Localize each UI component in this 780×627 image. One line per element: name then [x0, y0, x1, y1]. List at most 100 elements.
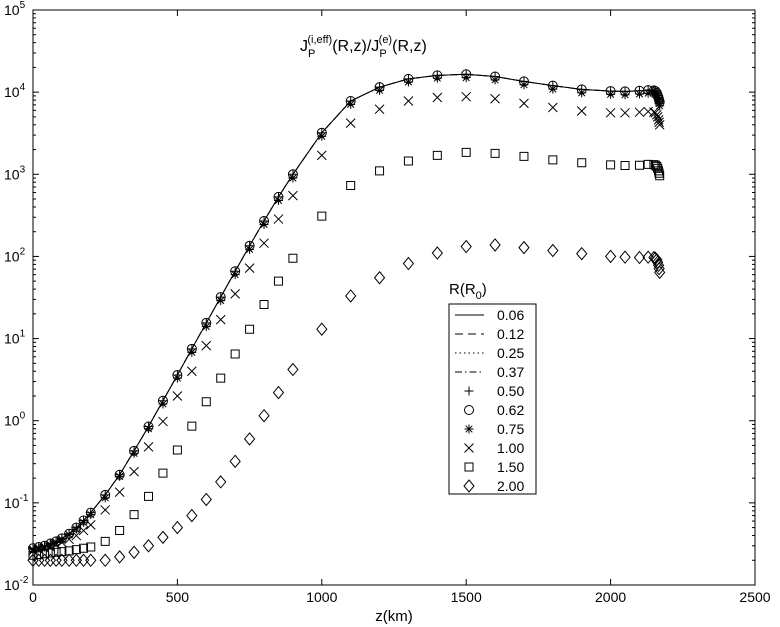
series-0.75: [28, 73, 665, 555]
data-point: [230, 349, 240, 359]
series-line-0.12: [32, 73, 661, 549]
data-point: [375, 166, 385, 176]
data-point: [187, 421, 197, 431]
data-point: [243, 432, 256, 446]
data-point: [51, 537, 61, 547]
legend-swatch: [464, 424, 474, 434]
legend-item-1.50: 1.50: [464, 459, 524, 475]
y-tick-label: 10-2: [4, 575, 29, 593]
data-point: [100, 505, 111, 515]
legend-item-0.06: 0.06: [455, 307, 524, 323]
data-point: [548, 84, 558, 94]
legend-label: 0.12: [497, 326, 524, 342]
data-point: [273, 195, 283, 205]
legend-label: 0.75: [497, 421, 524, 437]
x-tick-label: 1000: [306, 589, 337, 605]
data-point: [201, 322, 211, 332]
data-point: [519, 98, 529, 109]
data-point: [655, 101, 665, 111]
data-point: [230, 270, 240, 280]
data-point: [654, 166, 664, 176]
data-point: [100, 493, 110, 503]
legend-label: 0.50: [497, 383, 524, 399]
y-tick-label: 102: [4, 246, 26, 264]
data-point: [64, 546, 74, 556]
legend-item-0.12: 0.12: [455, 326, 524, 342]
data-point: [634, 89, 644, 99]
data-point: [245, 244, 255, 254]
data-point: [78, 525, 89, 536]
data-point: [317, 131, 327, 141]
data-point: [200, 492, 212, 507]
data-point: [345, 118, 356, 128]
legend-label: 0.25: [497, 345, 524, 361]
legend-swatch: [464, 386, 474, 396]
data-point: [245, 324, 255, 334]
data-point: [577, 88, 587, 98]
data-point: [129, 510, 139, 520]
data-point: [605, 107, 616, 118]
data-point: [216, 296, 226, 306]
series-0.12: [32, 73, 661, 549]
legend-swatch: [464, 462, 474, 472]
data-point: [186, 508, 198, 523]
data-point: [201, 397, 211, 407]
data-point: [230, 289, 241, 299]
x-tick-label: 0: [29, 589, 37, 605]
legend-label: 1.50: [497, 459, 524, 475]
data-point: [115, 471, 125, 481]
data-point: [113, 550, 126, 564]
data-point: [634, 107, 645, 118]
data-point: [229, 454, 241, 469]
data-point: [216, 373, 226, 383]
data-point: [346, 181, 356, 191]
data-point: [489, 238, 501, 252]
data-point: [157, 530, 169, 545]
data-point: [654, 265, 666, 280]
data-point: [129, 466, 139, 477]
data-point: [431, 246, 443, 260]
data-point: [158, 416, 168, 427]
data-point: [129, 448, 139, 458]
data-point: [273, 214, 284, 224]
data-point: [620, 107, 630, 118]
data-point: [158, 399, 168, 409]
data-point: [461, 147, 471, 157]
legend-label: 1.00: [497, 440, 524, 456]
data-point: [653, 261, 665, 276]
x-axis-label: z(km): [375, 608, 413, 625]
legend: R(R0) 0.06 0.12 0.25 0.37 0.50 0.62 0.75 1.00 1.…: [448, 281, 537, 495]
data-point: [34, 543, 44, 553]
series-line-0.37: [32, 73, 661, 549]
data-point: [144, 491, 154, 501]
data-point: [100, 536, 110, 546]
data-point: [432, 92, 443, 103]
data-point: [620, 90, 630, 100]
data-point: [652, 161, 662, 171]
legend-label: 0.37: [497, 364, 524, 380]
data-point: [619, 250, 631, 264]
legend-label: 0.62: [497, 402, 524, 418]
y-tick-label: 101: [4, 329, 26, 347]
data-point: [40, 542, 50, 552]
data-point: [490, 148, 500, 158]
y-tick-label: 103: [4, 164, 26, 182]
data-point: [128, 545, 140, 560]
data-point: [71, 530, 82, 541]
data-point: [64, 530, 74, 540]
data-point: [643, 88, 653, 98]
data-point: [373, 270, 386, 285]
data-point: [158, 468, 168, 478]
legend-box: [448, 303, 537, 495]
data-point: [651, 109, 662, 120]
data-point: [71, 545, 81, 555]
chart-title: JP(i,eff)(R,z)/JP(e)(R,z): [300, 34, 427, 60]
data-point: [71, 524, 81, 534]
data-point: [288, 173, 298, 183]
data-point: [654, 98, 664, 108]
data-point: [547, 243, 559, 258]
x-tick-label: 500: [166, 589, 190, 605]
data-point: [288, 190, 298, 201]
data-point: [653, 163, 663, 173]
data-point: [171, 520, 184, 535]
